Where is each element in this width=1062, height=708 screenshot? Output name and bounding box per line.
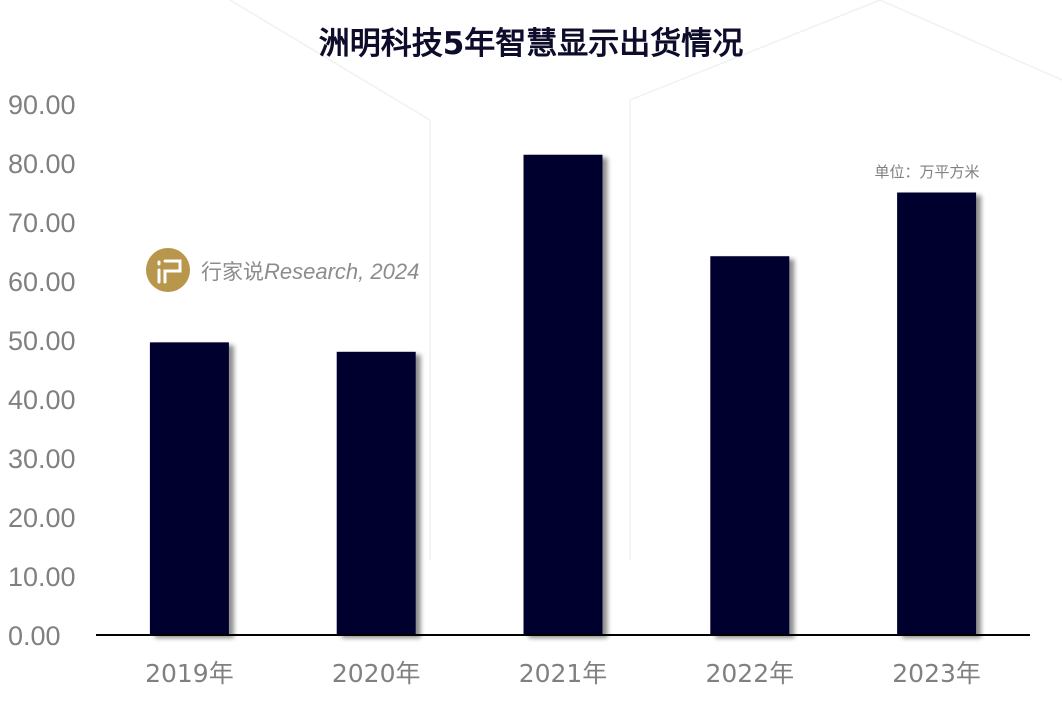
y-axis-ticks: 0.00 10.00 20.00 30.00 40.00 50.00 60.00 70.00 8… xyxy=(8,90,76,651)
bar-0 xyxy=(149,342,229,635)
background-decoration xyxy=(229,0,1062,560)
bar-3 xyxy=(710,256,790,635)
x-tick-label: 2022年 xyxy=(705,659,794,688)
x-tick-label: 2023年 xyxy=(892,659,981,688)
x-tick-label: 2019年 xyxy=(145,659,234,688)
bars xyxy=(149,154,977,636)
y-tick-label: 80.00 xyxy=(8,149,76,179)
watermark-brand-cn-text: 行家说 xyxy=(201,260,264,284)
bar-2 xyxy=(523,154,603,636)
y-tick-label: 0.00 xyxy=(8,621,61,651)
watermark: 行家说Research, 2024 xyxy=(146,248,419,292)
y-tick-label: 60.00 xyxy=(8,267,76,297)
y-tick-label: 70.00 xyxy=(8,208,76,238)
unit-label: 单位：万平方米 xyxy=(874,163,979,181)
brand-logo-glyph xyxy=(157,259,182,284)
y-tick-label: 20.00 xyxy=(8,503,76,533)
y-tick-label: 30.00 xyxy=(8,444,76,474)
x-tick-label: 2021年 xyxy=(519,659,608,688)
x-tick-label: 2020年 xyxy=(332,659,421,688)
x-axis-ticks: 2019年 2020年 2021年 2022年 2023年 xyxy=(145,659,981,688)
y-tick-label: 10.00 xyxy=(8,562,76,592)
bar-4 xyxy=(897,192,977,635)
bar-1 xyxy=(336,351,416,635)
y-tick-label: 50.00 xyxy=(8,326,76,356)
watermark-brand-cn: 行家说Research, 2024 xyxy=(201,259,419,284)
y-tick-label: 40.00 xyxy=(8,385,76,415)
watermark-brand-en-text: Research, 2024 xyxy=(264,259,419,284)
chart-title: 洲明科技5年智慧显示出货情况 xyxy=(319,26,744,62)
y-tick-label: 90.00 xyxy=(8,90,76,120)
